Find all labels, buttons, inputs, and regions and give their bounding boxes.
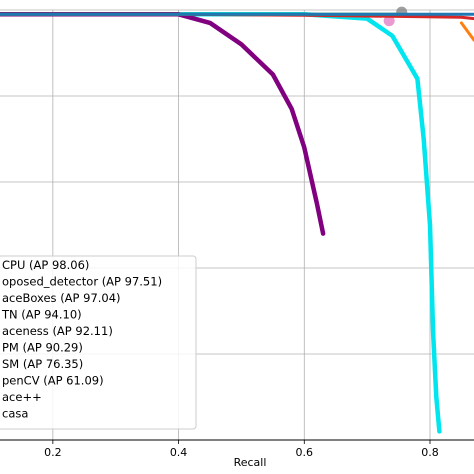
legend-entry-1: oposed_detector (AP 97.51): [2, 275, 162, 289]
x-ticks: 0.2 0.4 0.6 0.8: [44, 440, 439, 459]
legend-entry-2: aceBoxes (AP 97.04): [2, 291, 121, 305]
legend-entry-8: ace++: [2, 390, 42, 404]
x-tick-label: 0.8: [421, 446, 439, 459]
series-5-point: [383, 15, 395, 27]
legend-box: [0, 255, 197, 430]
x-tick-label: 0.2: [44, 446, 62, 459]
x-axis-label: Recall: [234, 456, 267, 469]
series-4-line: [459, 21, 474, 42]
legend-entry-0: CPU (AP 98.06): [2, 258, 89, 272]
x-tick-label: 0.6: [296, 446, 314, 459]
legend-entry-6: SM (AP 76.35): [2, 357, 83, 371]
legend-entry-9: casa: [2, 407, 28, 421]
legend-entry-4: aceness (AP 92.11): [2, 324, 113, 338]
legend: CPU (AP 98.06) oposed_detector (AP 97.51)…: [0, 255, 197, 430]
series-lines: [0, 6, 474, 434]
x-tick-label: 0.4: [170, 446, 188, 459]
legend-entry-5: PM (AP 90.29): [2, 341, 83, 355]
legend-entry-7: penCV (AP 61.09): [2, 374, 104, 388]
legend-entry-3: TN (AP 94.10): [1, 308, 82, 322]
series-6-line: [0, 12, 326, 236]
